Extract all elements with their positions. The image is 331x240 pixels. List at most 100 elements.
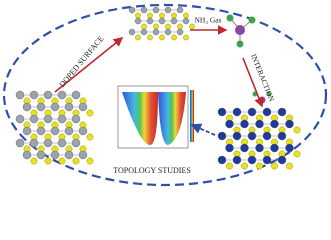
atom: [247, 155, 257, 165]
atom: [176, 6, 184, 14]
atom: [78, 150, 88, 160]
atom: [183, 34, 189, 41]
atom: [177, 23, 183, 30]
atom: [293, 126, 301, 134]
atom: [217, 155, 227, 165]
atom: [29, 90, 39, 100]
topology-plot: [117, 85, 194, 149]
atom: [134, 17, 142, 25]
atom: [57, 114, 67, 124]
atom: [128, 28, 136, 36]
boundary: [2, 3, 328, 187]
atom: [240, 143, 249, 153]
atom: [86, 157, 94, 165]
atom: [153, 23, 159, 30]
caption: TOPOLOGY STUDIES: [113, 166, 191, 175]
atom: [36, 150, 46, 160]
atom: [165, 23, 171, 30]
atom: [15, 138, 25, 148]
atom: [241, 162, 248, 170]
diagram: DOPED SURFACE NH₃ Gas INTERACTION TOPOLO…: [2, 3, 328, 187]
step-label: DOPED SURFACE: [57, 34, 105, 89]
atom: [183, 12, 189, 19]
atom: [44, 157, 52, 165]
atom: [50, 126, 60, 136]
atom: [217, 131, 227, 141]
atom: [182, 17, 190, 25]
atom: [225, 143, 234, 153]
atom: [158, 17, 166, 25]
atom: [29, 138, 39, 148]
atom: [71, 138, 81, 148]
atom: [43, 90, 53, 100]
atom: [226, 162, 233, 170]
atom: [15, 114, 25, 124]
atom: [256, 162, 263, 170]
atom: [262, 107, 272, 117]
atom: [140, 6, 148, 14]
atom: [170, 17, 178, 25]
atom: [262, 131, 272, 141]
atom: [141, 23, 147, 30]
atom: [171, 12, 177, 19]
atom: [135, 34, 141, 41]
atom: [71, 90, 81, 100]
atom: [217, 107, 227, 117]
atom: [29, 114, 39, 124]
atom: [22, 102, 32, 112]
atom: [159, 34, 165, 41]
atom: [159, 12, 165, 19]
atom: [43, 114, 53, 124]
structures: [15, 6, 301, 170]
atom: [50, 102, 60, 112]
atom: [171, 34, 177, 41]
atom: [64, 150, 74, 160]
atom: [270, 119, 279, 129]
atom: [248, 16, 256, 24]
atom: [57, 138, 67, 148]
atom: [277, 131, 287, 141]
atom: [78, 126, 88, 136]
atom: [64, 126, 74, 136]
atom: [255, 143, 264, 153]
atom: [22, 126, 32, 136]
arrow: [54, 36, 124, 93]
atom: [36, 102, 46, 112]
atom: [147, 12, 153, 19]
atom: [164, 28, 172, 36]
atom: [135, 12, 141, 19]
atom: [71, 114, 81, 124]
atom: [236, 40, 244, 48]
atom: [277, 155, 287, 165]
atom: [78, 102, 88, 112]
atom: [189, 23, 195, 30]
atom: [226, 14, 234, 22]
atom: [152, 6, 160, 14]
atom: [50, 150, 60, 160]
atom: [57, 90, 67, 100]
atom: [140, 28, 148, 36]
atom: [58, 157, 66, 165]
atom: [266, 91, 272, 97]
atom: [147, 34, 153, 41]
atom: [15, 90, 25, 100]
atom: [146, 17, 154, 25]
arrow: [190, 123, 216, 136]
atom: [262, 155, 272, 165]
atom: [30, 157, 38, 165]
arrow: [242, 57, 264, 108]
atom: [164, 6, 172, 14]
atom: [86, 109, 94, 117]
atom: [176, 28, 184, 36]
atom: [152, 28, 160, 36]
atom: [128, 6, 136, 14]
atom: [22, 150, 32, 160]
atom: [64, 102, 74, 112]
atom: [240, 119, 249, 129]
atom: [285, 119, 294, 129]
atom: [72, 157, 80, 165]
atom: [293, 150, 301, 158]
atom: [232, 155, 242, 165]
atom: [270, 143, 279, 153]
atom: [247, 107, 257, 117]
